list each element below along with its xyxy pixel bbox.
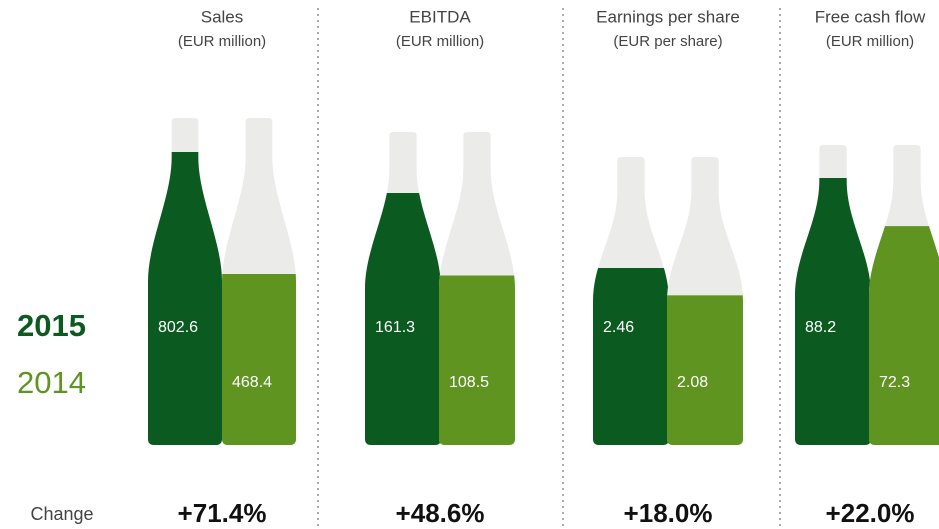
value-label: 2.46: [603, 319, 634, 336]
bottle-fill: [593, 268, 669, 445]
change-label: Change: [30, 504, 93, 524]
change-value: +48.6%: [396, 498, 485, 528]
value-label: 802.6: [158, 319, 198, 336]
panel-title: Earnings per share: [596, 7, 740, 26]
panel-title: Free cash flow: [815, 7, 926, 26]
panel-unit: (EUR million): [396, 33, 484, 50]
value-label: 108.5: [449, 374, 489, 391]
bottle-fill: [365, 193, 441, 445]
panel-unit: (EUR per share): [613, 33, 722, 50]
panel-title: EBITDA: [409, 7, 471, 26]
value-label: 88.2: [805, 319, 836, 336]
bottle-fill: [869, 226, 939, 445]
panel-title: Sales: [201, 7, 244, 26]
value-label: 468.4: [232, 374, 272, 391]
bottle-fill: [222, 274, 296, 445]
value-label: 2.08: [677, 374, 708, 391]
bottle-fill: [667, 295, 743, 445]
change-value: +18.0%: [624, 498, 713, 528]
bottle-fill: [439, 275, 515, 445]
panel-unit: (EUR million): [178, 33, 266, 50]
change-value: +22.0%: [826, 498, 915, 528]
value-label: 72.3: [879, 374, 910, 391]
panel-unit: (EUR million): [826, 33, 914, 50]
legend-label: 2014: [17, 365, 86, 400]
value-label: 161.3: [375, 319, 415, 336]
bottle-fill: [795, 178, 871, 445]
change-value: +71.4%: [178, 498, 267, 528]
bottle-fill: [148, 152, 222, 445]
legend-label: 2015: [17, 308, 86, 343]
